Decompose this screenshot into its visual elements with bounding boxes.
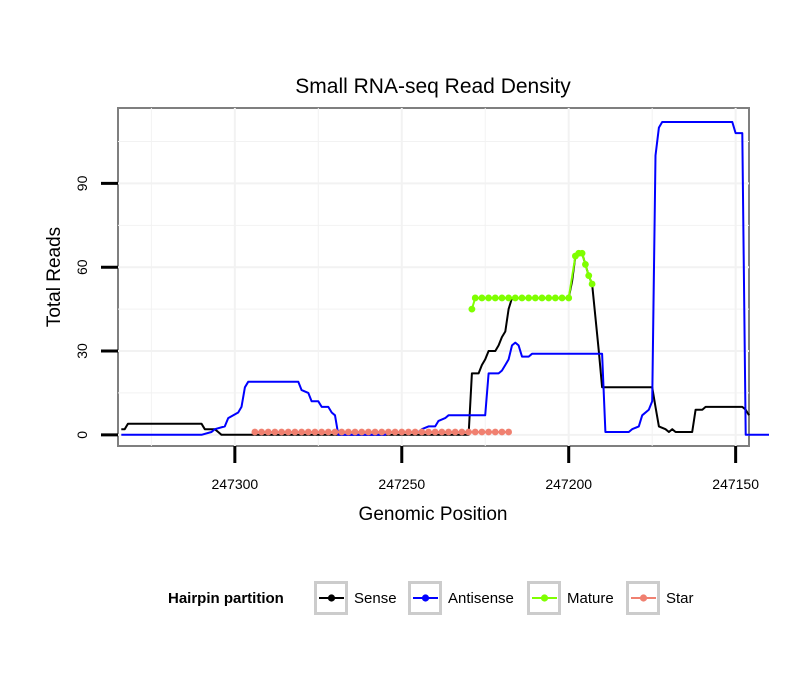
data-point-star [465, 428, 472, 436]
data-point-mature [551, 294, 559, 302]
data-point-mature [505, 294, 513, 302]
data-point-mature [468, 305, 476, 313]
legend-label: Sense [354, 590, 397, 607]
data-point-star [251, 428, 259, 436]
x-axis-label: Genomic Position [359, 504, 508, 525]
data-point-star [458, 428, 466, 436]
legend-item-antisense: Antisense [408, 581, 514, 615]
legend-key-point [639, 594, 648, 602]
data-point-star [451, 428, 459, 436]
data-point-star [271, 428, 279, 436]
axes-layer: 247300 247250 247200 247150 0 30 60 90 [74, 175, 759, 492]
data-point-star [344, 428, 352, 436]
data-point-star [431, 428, 439, 436]
data-point-star [385, 428, 392, 436]
data-point-star [351, 428, 359, 436]
data-point-mature [518, 294, 526, 302]
y-tick-label: 60 [74, 259, 90, 275]
data-point-star [491, 428, 499, 436]
data-point-mature [491, 294, 499, 302]
data-point-mature [582, 261, 589, 268]
data-point-star [331, 428, 339, 436]
data-point-mature [511, 294, 519, 302]
data-point-mature [585, 272, 593, 280]
data-point-star [498, 428, 506, 436]
data-point-star [291, 428, 299, 436]
data-point-star [338, 428, 346, 436]
data-point-mature [538, 294, 546, 302]
legend-item-star: Star [626, 581, 694, 615]
legend: Hairpin partition Sense Antisense Mature St… [168, 581, 694, 615]
data-point-star [471, 428, 479, 436]
data-point-star [411, 428, 419, 436]
data-point-star [398, 428, 406, 436]
legend-item-sense: Sense [314, 581, 397, 615]
legend-key-point [327, 594, 336, 602]
data-point-mature [531, 294, 539, 302]
data-point-star [405, 428, 412, 436]
series-line-antisense [121, 121, 769, 436]
legend-key-point [421, 594, 430, 602]
plot-panel [117, 107, 750, 447]
data-point-star [425, 428, 432, 436]
data-point-star [438, 428, 446, 436]
legend-item-mature: Mature [527, 581, 614, 615]
y-axis-label: Total Reads [44, 227, 65, 327]
data-point-mature [545, 294, 553, 302]
legend-key-point [540, 594, 549, 602]
data-point-star [445, 428, 452, 436]
x-tick-label: 247300 [211, 476, 258, 492]
data-point-star [418, 428, 426, 436]
data-point-star [485, 428, 492, 436]
legend-label: Mature [567, 590, 614, 607]
data-point-star [298, 428, 306, 436]
chart-title: Small RNA-seq Read Density [295, 75, 571, 98]
data-point-star [284, 428, 292, 436]
data-point-star [478, 428, 486, 436]
data-point-star [278, 428, 285, 436]
data-point-mature [485, 294, 492, 302]
data-point-star [358, 428, 366, 436]
x-tick-label: 247250 [378, 476, 425, 492]
data-point-mature [478, 294, 486, 302]
data-point-star [391, 428, 399, 436]
x-tick-label: 247150 [712, 476, 759, 492]
x-tick-label: 247200 [545, 476, 592, 492]
legend-title: Hairpin partition [168, 590, 284, 607]
data-point-star [304, 428, 312, 436]
data-point-star [258, 428, 265, 436]
data-point-star [264, 428, 272, 436]
data-point-star [318, 428, 326, 436]
data-point-mature [558, 294, 566, 302]
data-point-mature [471, 294, 479, 302]
series-layer [121, 121, 769, 436]
y-tick-label: 30 [74, 343, 90, 359]
data-point-star [311, 428, 319, 436]
data-point-star [378, 428, 386, 436]
data-point-star [505, 428, 513, 436]
data-point-mature [525, 294, 533, 302]
legend-label: Star [666, 590, 694, 607]
data-point-mature [578, 249, 586, 257]
data-point-mature [588, 280, 596, 288]
y-tick-label: 90 [74, 175, 90, 191]
data-point-star [324, 428, 332, 436]
legend-label: Antisense [448, 590, 514, 607]
data-point-mature [498, 294, 506, 302]
data-point-mature [565, 294, 573, 302]
y-tick-label: 0 [74, 431, 90, 439]
data-point-star [371, 428, 379, 436]
data-point-star [364, 428, 372, 436]
